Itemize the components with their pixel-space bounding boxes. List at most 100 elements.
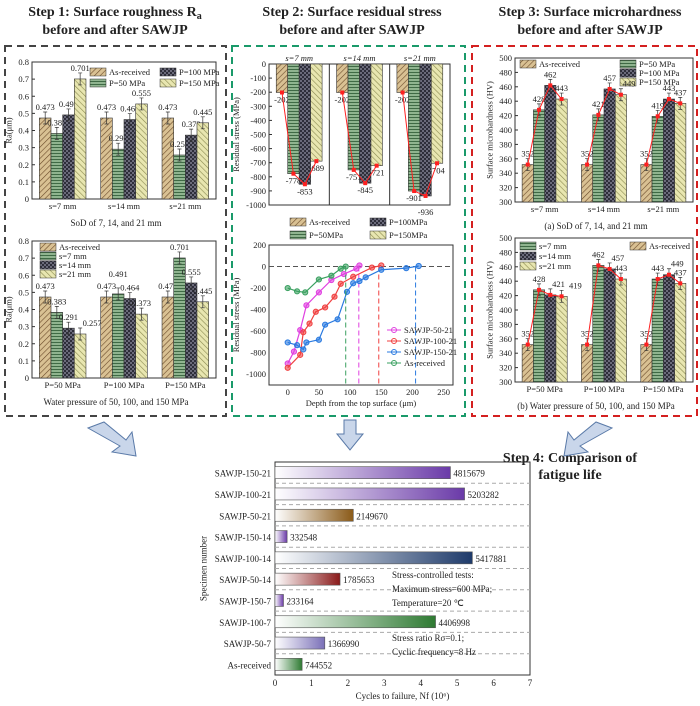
value-label: -202 bbox=[335, 94, 351, 104]
y-tick-label: 0.2 bbox=[18, 339, 29, 349]
data-point bbox=[350, 280, 357, 287]
value-label: -901 bbox=[406, 193, 422, 203]
y-tick-label: 380 bbox=[499, 139, 512, 149]
bar bbox=[100, 296, 113, 379]
trend-marker bbox=[314, 159, 319, 164]
step1-title-line1: Step 1: Surface roughness Ra bbox=[28, 5, 202, 22]
y-tick-label: 0 bbox=[25, 373, 29, 383]
legend-swatch bbox=[39, 269, 57, 279]
value-label: 0.257 bbox=[170, 139, 189, 149]
trend-marker bbox=[525, 162, 530, 167]
data-point bbox=[300, 329, 307, 336]
bar bbox=[274, 658, 303, 671]
legend-item: P=100MPa bbox=[369, 217, 428, 227]
bar bbox=[196, 301, 209, 379]
bar bbox=[555, 98, 568, 203]
y-tick-label: 0 bbox=[25, 194, 29, 204]
bar bbox=[674, 103, 687, 203]
legend-item: P=150 MPa bbox=[619, 77, 680, 87]
bar bbox=[161, 296, 174, 379]
data-point bbox=[293, 288, 301, 295]
legend-item: s=14 mm bbox=[39, 260, 91, 270]
error-bar bbox=[165, 290, 170, 304]
trend-line bbox=[281, 92, 317, 186]
data-point bbox=[342, 263, 349, 270]
y-tick-label: 0.6 bbox=[18, 270, 29, 280]
y-axis-label: Residual stress (MPa) bbox=[231, 97, 241, 172]
legend-item: s=7 mm bbox=[39, 251, 87, 261]
value-label: 443 bbox=[663, 83, 676, 93]
legend-swatch bbox=[619, 77, 637, 87]
data-point bbox=[334, 316, 341, 323]
y-axis-label: Ra(μm) bbox=[3, 296, 13, 322]
value-label: 0.701 bbox=[71, 63, 90, 73]
legend-label: P=100 MPa bbox=[639, 68, 680, 78]
bar bbox=[603, 268, 616, 383]
y-axis-label: Surface microhardness (HV) bbox=[484, 261, 494, 359]
value-label: 0.373 bbox=[182, 119, 201, 129]
category-label: As-received bbox=[228, 660, 272, 670]
category-label: SAWJP-100-7 bbox=[219, 618, 271, 628]
category-label: s=14 mm bbox=[588, 204, 620, 214]
value-label: -853 bbox=[297, 186, 313, 196]
bar bbox=[50, 312, 63, 379]
data-point bbox=[302, 289, 309, 296]
step3-title-line1: Step 3: Surface microhardness bbox=[499, 5, 682, 20]
value-label: 352 bbox=[581, 329, 594, 339]
bar bbox=[359, 63, 372, 184]
trend-line bbox=[645, 274, 681, 345]
value-label: -936 bbox=[418, 207, 434, 217]
bar bbox=[135, 103, 148, 200]
chart-c1b: 0 0.1 0.2 0.3 0.4 0.5 0.6 0.7 0.8 Ra(μm) As-receiv… bbox=[3, 236, 217, 407]
error-bar bbox=[43, 290, 48, 304]
trend-marker bbox=[596, 263, 601, 268]
y-axis-label: Specimen number bbox=[199, 536, 209, 601]
legend-label: P=150 MPa bbox=[179, 78, 220, 88]
legend-label: P=150MPa bbox=[389, 230, 428, 240]
legend-item: As-received bbox=[519, 59, 581, 69]
y-tick-label: 0 bbox=[262, 59, 266, 69]
data-point bbox=[356, 277, 363, 285]
trend-marker bbox=[559, 294, 564, 299]
step2-title-line2: before and after SAWJP bbox=[279, 23, 425, 38]
legend-swatch bbox=[89, 78, 107, 88]
x-tick-label: 6 bbox=[491, 678, 496, 688]
chart-c3b: 300 320 340 360 380 400 420 440 460 480 500 Surface… bbox=[484, 233, 694, 411]
trend-marker bbox=[644, 162, 649, 167]
trend-marker bbox=[548, 83, 553, 88]
trend-marker bbox=[585, 162, 590, 167]
data-point bbox=[300, 346, 307, 353]
y-axis-label: Ra(μm) bbox=[3, 117, 13, 143]
bar bbox=[112, 148, 125, 200]
value-label: 0.291 bbox=[59, 312, 78, 322]
error-bar bbox=[104, 290, 109, 304]
trend-line bbox=[527, 289, 562, 345]
value-label: 4815679 bbox=[453, 469, 485, 479]
value-label: 419 bbox=[651, 100, 664, 110]
legend-item: P=50 MPa bbox=[619, 59, 675, 69]
x-tick-label: 200 bbox=[406, 387, 419, 397]
x-tick-label: 0 bbox=[286, 387, 290, 397]
data-point bbox=[293, 342, 301, 349]
legend-label: s=14 mm bbox=[59, 260, 91, 270]
trend-marker bbox=[559, 97, 564, 102]
legend-item: P=150 MPa bbox=[159, 78, 220, 88]
bar bbox=[603, 88, 616, 203]
bar bbox=[396, 63, 409, 93]
trend-marker bbox=[412, 189, 417, 194]
y-tick-label: 0.5 bbox=[18, 108, 29, 118]
y-tick-label: -400 bbox=[250, 305, 266, 315]
y-tick-label: 480 bbox=[499, 247, 512, 257]
y-tick-label: 0.3 bbox=[18, 322, 29, 332]
value-label: 0.473 bbox=[97, 281, 116, 291]
legend-swatch bbox=[519, 261, 537, 271]
legend-label: As-received bbox=[539, 59, 581, 69]
bar bbox=[274, 466, 451, 479]
bar bbox=[196, 122, 209, 200]
legend-label: s=7 mm bbox=[539, 241, 567, 251]
value-label: 332548 bbox=[290, 533, 318, 543]
error-bar bbox=[139, 97, 144, 111]
trend-marker bbox=[537, 107, 542, 112]
y-tick-label: 460 bbox=[499, 262, 512, 272]
data-point bbox=[356, 262, 363, 269]
